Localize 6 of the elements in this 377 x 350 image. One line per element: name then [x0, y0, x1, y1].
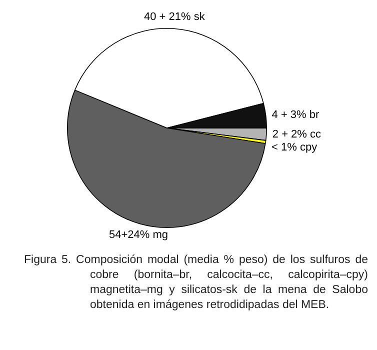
text: Figura 5. Composición modal (media % peso) de los sulfuros de cobre (bornita–br, calcocita–cc, calcopirita–cpy) magnetita–mg y silicatos-sk de la mena de Salobo obtenida en imágenes retrodidipadas del MEB.: [23, 253, 368, 313]
slice-label: < 1% cpy: [272, 142, 318, 154]
slice-label: 4 + 3% br: [272, 108, 320, 121]
slice-label: 54+24% mg: [108, 229, 168, 242]
slice-label: 40 + 21% sk: [144, 11, 206, 24]
slice-label: 2 + 2% cc: [272, 128, 322, 141]
